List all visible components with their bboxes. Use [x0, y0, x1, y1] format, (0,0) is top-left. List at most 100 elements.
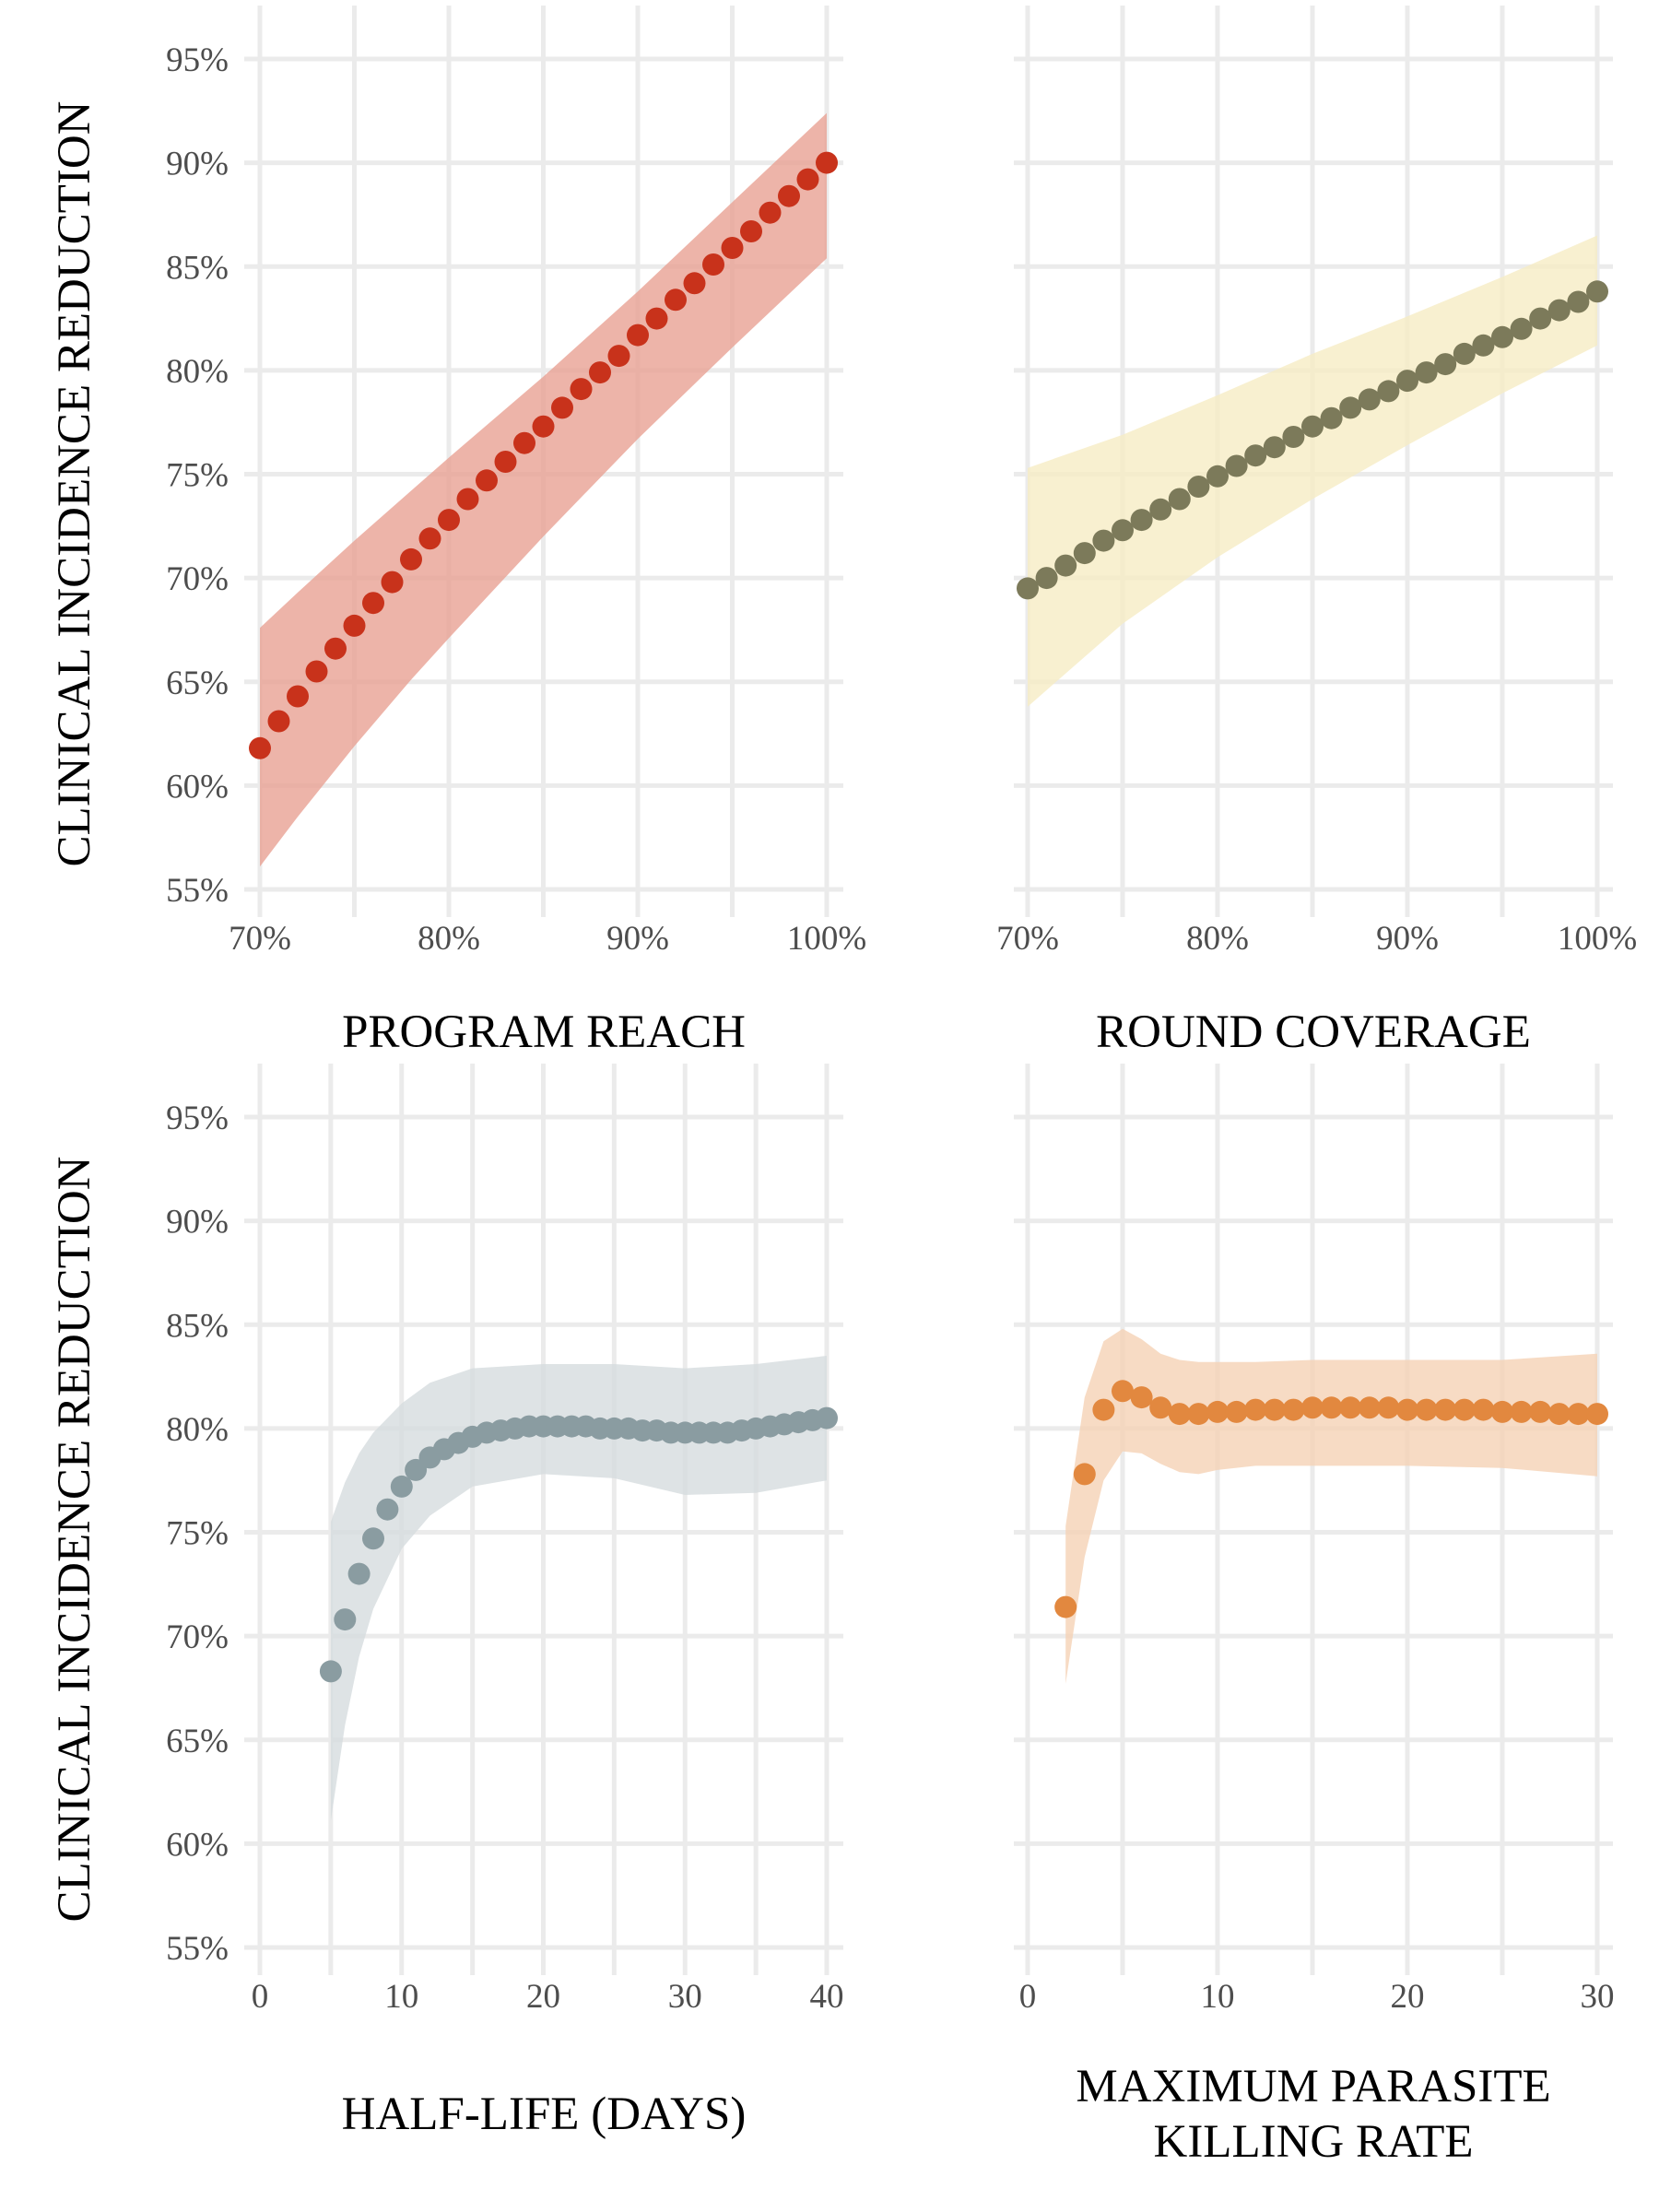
data-point: [1073, 542, 1096, 565]
y-tick-label: 65%: [166, 665, 229, 702]
data-point: [1415, 1398, 1438, 1421]
data-point: [319, 1660, 342, 1683]
data-point: [1244, 1398, 1267, 1421]
data-point: [418, 527, 441, 550]
x-tick-label: 100%: [787, 920, 866, 958]
y-tick-label: 80%: [166, 353, 229, 391]
data-point: [1320, 406, 1343, 429]
data-point: [570, 378, 593, 401]
data-point: [287, 685, 309, 708]
x-tick-label: 70%: [229, 920, 291, 958]
y-tick-label: 95%: [166, 1100, 229, 1137]
data-point: [1206, 465, 1229, 488]
x-tick-label: 40: [810, 1978, 844, 2016]
data-point: [1244, 444, 1267, 467]
data-point: [1472, 1398, 1495, 1421]
data-point: [1187, 1403, 1210, 1426]
data-point: [1567, 1403, 1590, 1426]
data-point: [1586, 280, 1608, 303]
x-axis-title: KILLING RATE: [1153, 2116, 1473, 2168]
panel-half-life: 55% 60% 65% 70% 75% 80% 85% 90% 95% 0 10 20 30 40 HALF…: [166, 1064, 844, 2140]
data-point: [627, 324, 649, 347]
data-point: [1358, 1396, 1381, 1419]
x-tick-label: 0: [1019, 1978, 1037, 2016]
y-axis-title-top: CLINICAL INCIDENCE REDUCTION: [49, 100, 100, 866]
x-tick-label: 20: [526, 1978, 560, 2016]
data-point: [400, 547, 422, 571]
data-point: [1586, 1403, 1608, 1426]
data-point: [1567, 290, 1590, 313]
y-tick-label: 85%: [166, 1307, 229, 1345]
data-point: [1529, 1400, 1552, 1423]
data-point: [249, 736, 271, 759]
y-tick-label: 75%: [166, 457, 229, 495]
y-tick-label: 55%: [166, 872, 229, 910]
data-point: [1206, 1400, 1229, 1423]
y-tick-label: 95%: [166, 41, 229, 79]
data-point: [1529, 307, 1552, 330]
data-point: [1320, 1396, 1343, 1419]
data-point: [324, 637, 347, 660]
y-tick-label: 55%: [166, 1930, 229, 1968]
data-point: [532, 415, 555, 438]
data-point: [1415, 361, 1438, 384]
data-point: [305, 660, 328, 683]
data-point: [1263, 436, 1286, 459]
data-point: [1149, 498, 1172, 521]
x-tick-label: 80%: [1186, 920, 1249, 958]
data-point: [1547, 1403, 1571, 1426]
data-point: [513, 431, 535, 454]
data-point: [476, 469, 498, 492]
data-point: [1225, 454, 1248, 477]
data-point: [362, 592, 384, 615]
data-point: [1035, 567, 1058, 590]
panel-program-reach: 55% 60% 65% 70% 75% 80% 85% 90% 95% 70% 80% 90% 100%…: [166, 6, 866, 1058]
y-tick-label: 90%: [166, 146, 229, 183]
x-tick-label: 10: [1201, 1978, 1235, 2016]
data-point: [1130, 1386, 1153, 1409]
y-tick-label: 60%: [166, 1826, 229, 1864]
y-tick-label: 65%: [166, 1723, 229, 1760]
data-point: [1017, 577, 1039, 600]
data-point: [267, 710, 290, 733]
y-tick-label: 60%: [166, 768, 229, 806]
data-point: [1054, 554, 1077, 577]
data-point: [1092, 529, 1115, 552]
data-point: [1547, 299, 1571, 322]
data-point: [1168, 488, 1191, 511]
x-axis-title: PROGRAM REACH: [342, 1006, 746, 1058]
y-axis-title-bottom: CLINICAL INCIDENCE REDUCTION: [49, 1156, 100, 1922]
data-point: [1491, 1400, 1513, 1423]
data-point: [1510, 1400, 1533, 1423]
data-point: [683, 272, 706, 295]
data-point: [381, 571, 404, 594]
x-axis-title: ROUND COVERAGE: [1096, 1006, 1531, 1058]
data-point: [1358, 388, 1381, 411]
x-tick-label: 30: [668, 1978, 702, 2016]
data-point: [759, 201, 782, 224]
data-point: [1149, 1396, 1172, 1419]
data-point: [665, 288, 687, 312]
data-point: [607, 345, 630, 368]
data-point: [1301, 415, 1324, 438]
data-point: [334, 1608, 357, 1631]
x-tick-label: 90%: [606, 920, 669, 958]
x-tick-label: 10: [384, 1978, 418, 2016]
data-point: [1339, 396, 1362, 419]
data-point: [1510, 317, 1533, 340]
data-point: [1339, 1396, 1362, 1419]
y-tick-label: 70%: [166, 1618, 229, 1656]
data-point: [1092, 1398, 1115, 1421]
data-point: [1301, 1396, 1324, 1419]
data-point: [1263, 1398, 1286, 1421]
x-tick-label: 70%: [996, 920, 1059, 958]
data-point: [796, 168, 819, 191]
data-point: [1168, 1403, 1191, 1426]
data-point: [589, 361, 611, 384]
data-point: [1453, 342, 1476, 365]
data-point: [816, 151, 838, 174]
data-point: [1396, 1398, 1418, 1421]
y-tick-label: 80%: [166, 1411, 229, 1449]
data-point: [816, 1406, 838, 1430]
